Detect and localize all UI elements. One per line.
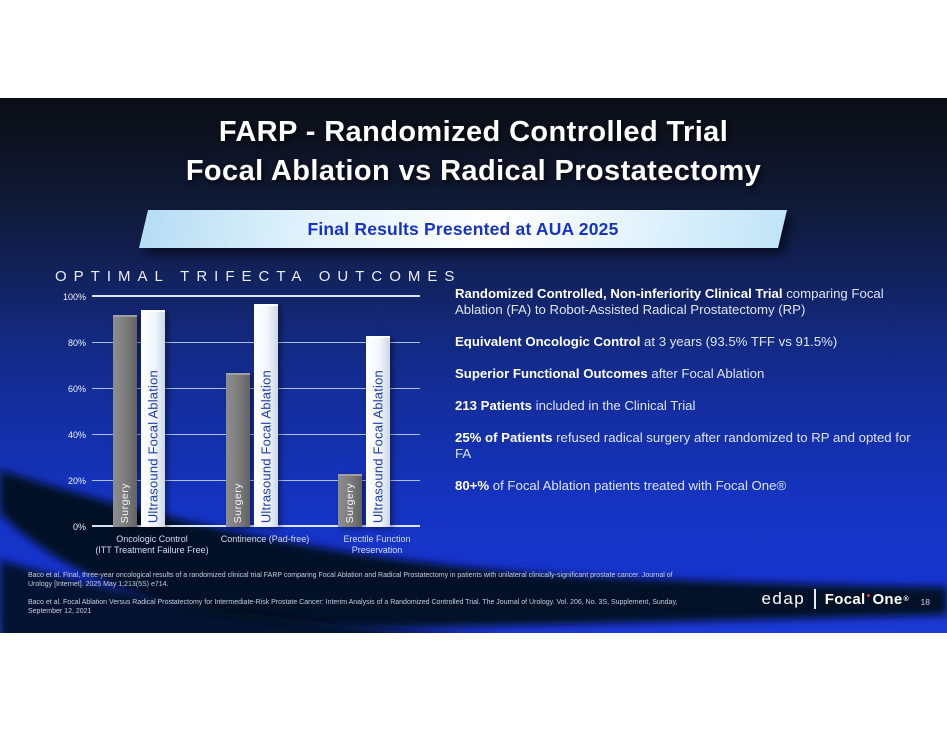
key-points-list: Randomized Controlled, Non-inferiority C… bbox=[455, 286, 925, 510]
focalone-wordmark: Focal One ® bbox=[825, 591, 909, 608]
key-point: 25% of Patients refused radical surgery … bbox=[455, 430, 925, 462]
y-axis-tick-label: 100% bbox=[62, 292, 86, 302]
key-point-emphasis: Superior Functional Outcomes bbox=[455, 366, 648, 381]
key-point-emphasis: Equivalent Oncologic Control bbox=[455, 334, 641, 349]
chart-title: OPTIMAL TRIFECTA OUTCOMES bbox=[55, 268, 462, 285]
key-point-text: comparing Focal Ablation (FA) to Robot-A… bbox=[455, 286, 884, 317]
bar-series-label: Ultrasound Focal Ablation bbox=[145, 369, 161, 523]
y-axis-tick-label: 0% bbox=[72, 522, 86, 532]
edap-focalone-logo: edap Focal One ® bbox=[761, 589, 909, 609]
bar-surgery-group2: Surgery bbox=[226, 373, 250, 527]
bar-focal-ablation-group3: Ultrasound Focal Ablation bbox=[366, 336, 390, 527]
y-axis-tick-label: 20% bbox=[67, 476, 86, 486]
bar-series-label: Surgery bbox=[232, 482, 244, 523]
chart-plot-area: 0% 20% 40% 60% 80% 100% Surgery Ultrasound Foca… bbox=[63, 292, 420, 555]
key-point: 80+% of Focal Ablation patients treated … bbox=[455, 478, 925, 494]
chart-gridline bbox=[92, 295, 420, 297]
x-axis-category-label-line: (ITT Treatment Failure Free) bbox=[95, 545, 209, 555]
x-axis-category-label-line: Erectile Function bbox=[343, 534, 411, 544]
bar-focal-ablation-group2: Ultrasound Focal Ablation bbox=[254, 304, 278, 527]
key-point: Randomized Controlled, Non-inferiority C… bbox=[455, 286, 925, 318]
slide-title: FARP - Randomized Controlled Trial Focal… bbox=[0, 113, 947, 191]
logo-divider bbox=[814, 589, 816, 609]
y-axis-tick-label: 40% bbox=[67, 430, 86, 440]
key-point-text: refused radical surgery after randomized… bbox=[455, 430, 911, 461]
citations-block: Baco et al. Final, three-year oncologica… bbox=[28, 571, 683, 625]
edap-wordmark: edap bbox=[761, 589, 806, 608]
x-axis-category-label-line: Preservation bbox=[351, 545, 403, 555]
x-axis-category-label-line: Oncologic Control bbox=[116, 534, 188, 544]
key-point-emphasis: 25% of Patients bbox=[455, 430, 553, 445]
results-banner-label: Final Results Presented at AUA 2025 bbox=[307, 218, 619, 239]
results-banner-shape: Final Results Presented at AUA 2025 bbox=[139, 210, 787, 248]
key-point-text: included in the Clinical Trial bbox=[531, 398, 696, 413]
focalone-word1: Focal bbox=[824, 590, 866, 608]
logo-red-dot-icon bbox=[867, 594, 871, 597]
key-point: Superior Functional Outcomes after Focal… bbox=[455, 366, 925, 382]
bar-surgery-group3: Surgery bbox=[338, 474, 362, 527]
results-banner: Final Results Presented at AUA 2025 bbox=[139, 210, 787, 248]
bar-series-label: Ultrasound Focal Ablation bbox=[370, 369, 386, 523]
key-point-text: after Focal Ablation bbox=[647, 366, 765, 381]
x-axis-category-label: Erectile Function Preservation bbox=[302, 534, 452, 556]
y-axis-tick-label: 60% bbox=[67, 384, 86, 394]
bar-focal-ablation-group1: Ultrasound Focal Ablation bbox=[141, 309, 165, 527]
registered-mark: ® bbox=[903, 595, 909, 603]
background-wave-decoration bbox=[0, 470, 947, 633]
citation-text: Baco et al. Focal Ablation Versus Radica… bbox=[28, 599, 678, 615]
key-point: 213 Patients included in the Clinical Tr… bbox=[455, 398, 925, 414]
key-point-text: at 3 years (93.5% TFF vs 91.5%) bbox=[640, 334, 838, 349]
slide-title-line2: Focal Ablation vs Radical Prostatectomy bbox=[185, 155, 762, 187]
x-axis-category-label: Continence (Pad-free) bbox=[190, 534, 340, 545]
page-number: 18 bbox=[920, 597, 930, 607]
bar-surgery-group1: Surgery bbox=[113, 314, 137, 527]
key-point-emphasis: 80+% bbox=[455, 478, 490, 493]
focalone-word2: One bbox=[872, 590, 903, 608]
key-point-emphasis: 213 Patients bbox=[455, 398, 532, 413]
bar-series-label: Surgery bbox=[119, 482, 131, 523]
key-point-text: of Focal Ablation patients treated with … bbox=[489, 478, 787, 493]
presentation-slide: FARP - Randomized Controlled Trial Focal… bbox=[0, 98, 947, 633]
dark-wave-ribbon bbox=[0, 470, 947, 629]
bar-series-label: Surgery bbox=[344, 482, 356, 523]
y-axis-tick-label: 80% bbox=[67, 338, 86, 348]
citation-text: Baco et al. Final, three-year oncologica… bbox=[28, 572, 673, 588]
bar-series-label: Ultrasound Focal Ablation bbox=[258, 369, 274, 523]
key-point-emphasis: Randomized Controlled, Non-inferiority C… bbox=[455, 286, 783, 301]
slide-title-line1: FARP - Randomized Controlled Trial bbox=[218, 116, 729, 148]
dark-wave-corner bbox=[0, 560, 427, 633]
x-axis-category-label-line: Continence (Pad-free) bbox=[220, 534, 310, 544]
x-axis-category-label: Oncologic Control (ITT Treatment Failure … bbox=[77, 534, 227, 556]
key-point: Equivalent Oncologic Control at 3 years … bbox=[455, 334, 925, 350]
